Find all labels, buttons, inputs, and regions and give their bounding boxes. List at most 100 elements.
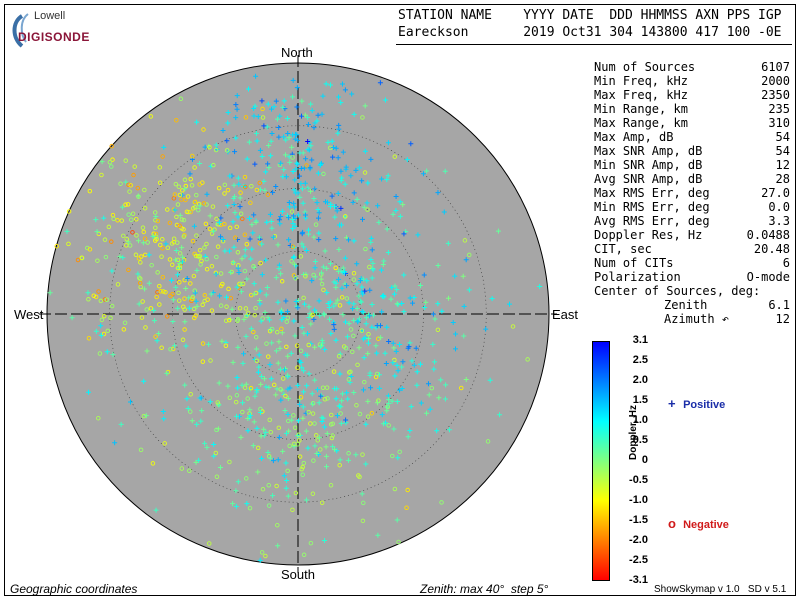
source-point-positive — [361, 355, 367, 361]
source-point-positive — [163, 241, 169, 247]
source-point-positive — [151, 318, 157, 324]
source-point-positive — [334, 413, 340, 419]
source-point-negative — [306, 342, 311, 348]
stat-row: Max Freq, kHz 2350 — [594, 88, 792, 102]
stat-row: Avg SNR Amp, dB 28 — [594, 172, 792, 186]
source-point-positive — [356, 345, 362, 351]
source-point-positive — [391, 345, 397, 351]
source-point-positive — [214, 146, 220, 152]
source-point-positive — [232, 194, 238, 200]
legend-negative-label: Negative — [683, 519, 729, 531]
source-point-positive — [204, 191, 210, 197]
source-point-negative — [115, 282, 121, 287]
source-point-negative — [310, 411, 316, 416]
source-point-positive — [415, 232, 421, 238]
source-point-positive — [308, 188, 314, 194]
source-point-negative — [218, 271, 224, 276]
source-point-positive — [307, 164, 313, 170]
source-point-positive — [263, 384, 269, 390]
source-point-negative — [392, 357, 397, 363]
source-point-positive — [379, 412, 385, 418]
source-point-negative — [255, 445, 261, 451]
source-point-negative — [313, 433, 319, 438]
source-point-positive — [319, 111, 325, 117]
source-point-negative — [405, 487, 410, 493]
source-point-positive — [388, 296, 394, 302]
source-point-positive — [235, 265, 241, 271]
source-point-positive — [312, 344, 318, 350]
source-point-negative — [350, 349, 355, 355]
source-point-positive — [382, 97, 388, 103]
source-point-positive — [235, 344, 241, 350]
source-point-positive — [371, 312, 377, 318]
source-point-negative — [286, 418, 291, 424]
stat-value: 12 — [775, 312, 790, 326]
source-point-positive — [234, 106, 240, 112]
source-point-negative — [159, 254, 164, 259]
source-point-negative — [98, 298, 104, 304]
stat-label: Max Range, km — [594, 116, 688, 130]
source-point-negative — [153, 225, 158, 230]
source-point-positive — [294, 85, 300, 91]
source-point-negative — [318, 447, 323, 452]
source-point-positive — [453, 331, 459, 337]
source-point-positive — [386, 339, 392, 345]
source-point-negative — [301, 460, 307, 466]
source-point-negative — [157, 165, 163, 170]
source-point-negative — [124, 236, 130, 242]
source-point-negative — [266, 483, 271, 488]
source-point-positive — [183, 285, 189, 291]
source-point-positive — [432, 359, 438, 365]
source-point-negative — [97, 351, 103, 356]
source-point-positive — [420, 171, 426, 177]
source-point-negative — [315, 438, 321, 443]
source-point-positive — [312, 377, 318, 383]
source-point-negative — [200, 359, 206, 364]
source-point-positive — [395, 368, 401, 374]
source-point-negative — [181, 227, 186, 232]
source-point-positive — [144, 348, 150, 354]
source-point-positive — [299, 98, 305, 104]
source-point-positive — [360, 276, 366, 282]
source-point-negative — [310, 401, 316, 406]
source-point-negative — [192, 199, 198, 205]
source-point-negative — [170, 291, 175, 297]
source-point-positive — [299, 241, 305, 247]
source-point-positive — [363, 321, 369, 327]
source-point-negative — [257, 180, 263, 186]
source-point-negative — [251, 329, 256, 335]
source-point-positive — [442, 396, 448, 402]
source-point-negative — [331, 369, 337, 374]
source-point-positive — [342, 87, 348, 93]
stat-row: Azimuth ↶ 12 — [594, 312, 792, 326]
source-point-negative — [127, 189, 132, 194]
source-point-positive — [291, 443, 297, 449]
source-point-positive — [315, 207, 321, 212]
source-point-positive — [226, 248, 232, 254]
source-point-positive — [141, 378, 147, 384]
source-point-negative — [160, 236, 165, 242]
source-point-negative — [165, 369, 171, 375]
source-point-negative — [145, 240, 150, 245]
source-point-positive — [268, 138, 274, 144]
source-point-positive — [249, 246, 255, 252]
source-point-negative — [211, 162, 216, 168]
source-point-negative — [330, 433, 335, 438]
source-point-negative — [242, 184, 248, 190]
source-point-positive — [192, 290, 198, 296]
source-point-negative — [233, 235, 238, 240]
source-point-positive — [278, 309, 284, 315]
source-point-positive — [266, 165, 272, 171]
source-point-positive — [285, 396, 291, 402]
source-point-positive — [299, 365, 305, 371]
source-point-positive — [269, 340, 275, 346]
source-point-positive — [292, 333, 298, 339]
source-point-positive — [234, 375, 240, 381]
source-point-positive — [240, 400, 246, 406]
source-point-positive — [296, 418, 302, 424]
source-point-negative — [115, 218, 120, 223]
source-point-positive — [207, 213, 213, 219]
source-point-negative — [136, 256, 142, 261]
source-point-positive — [295, 382, 301, 388]
stat-value: 310 — [768, 116, 790, 130]
